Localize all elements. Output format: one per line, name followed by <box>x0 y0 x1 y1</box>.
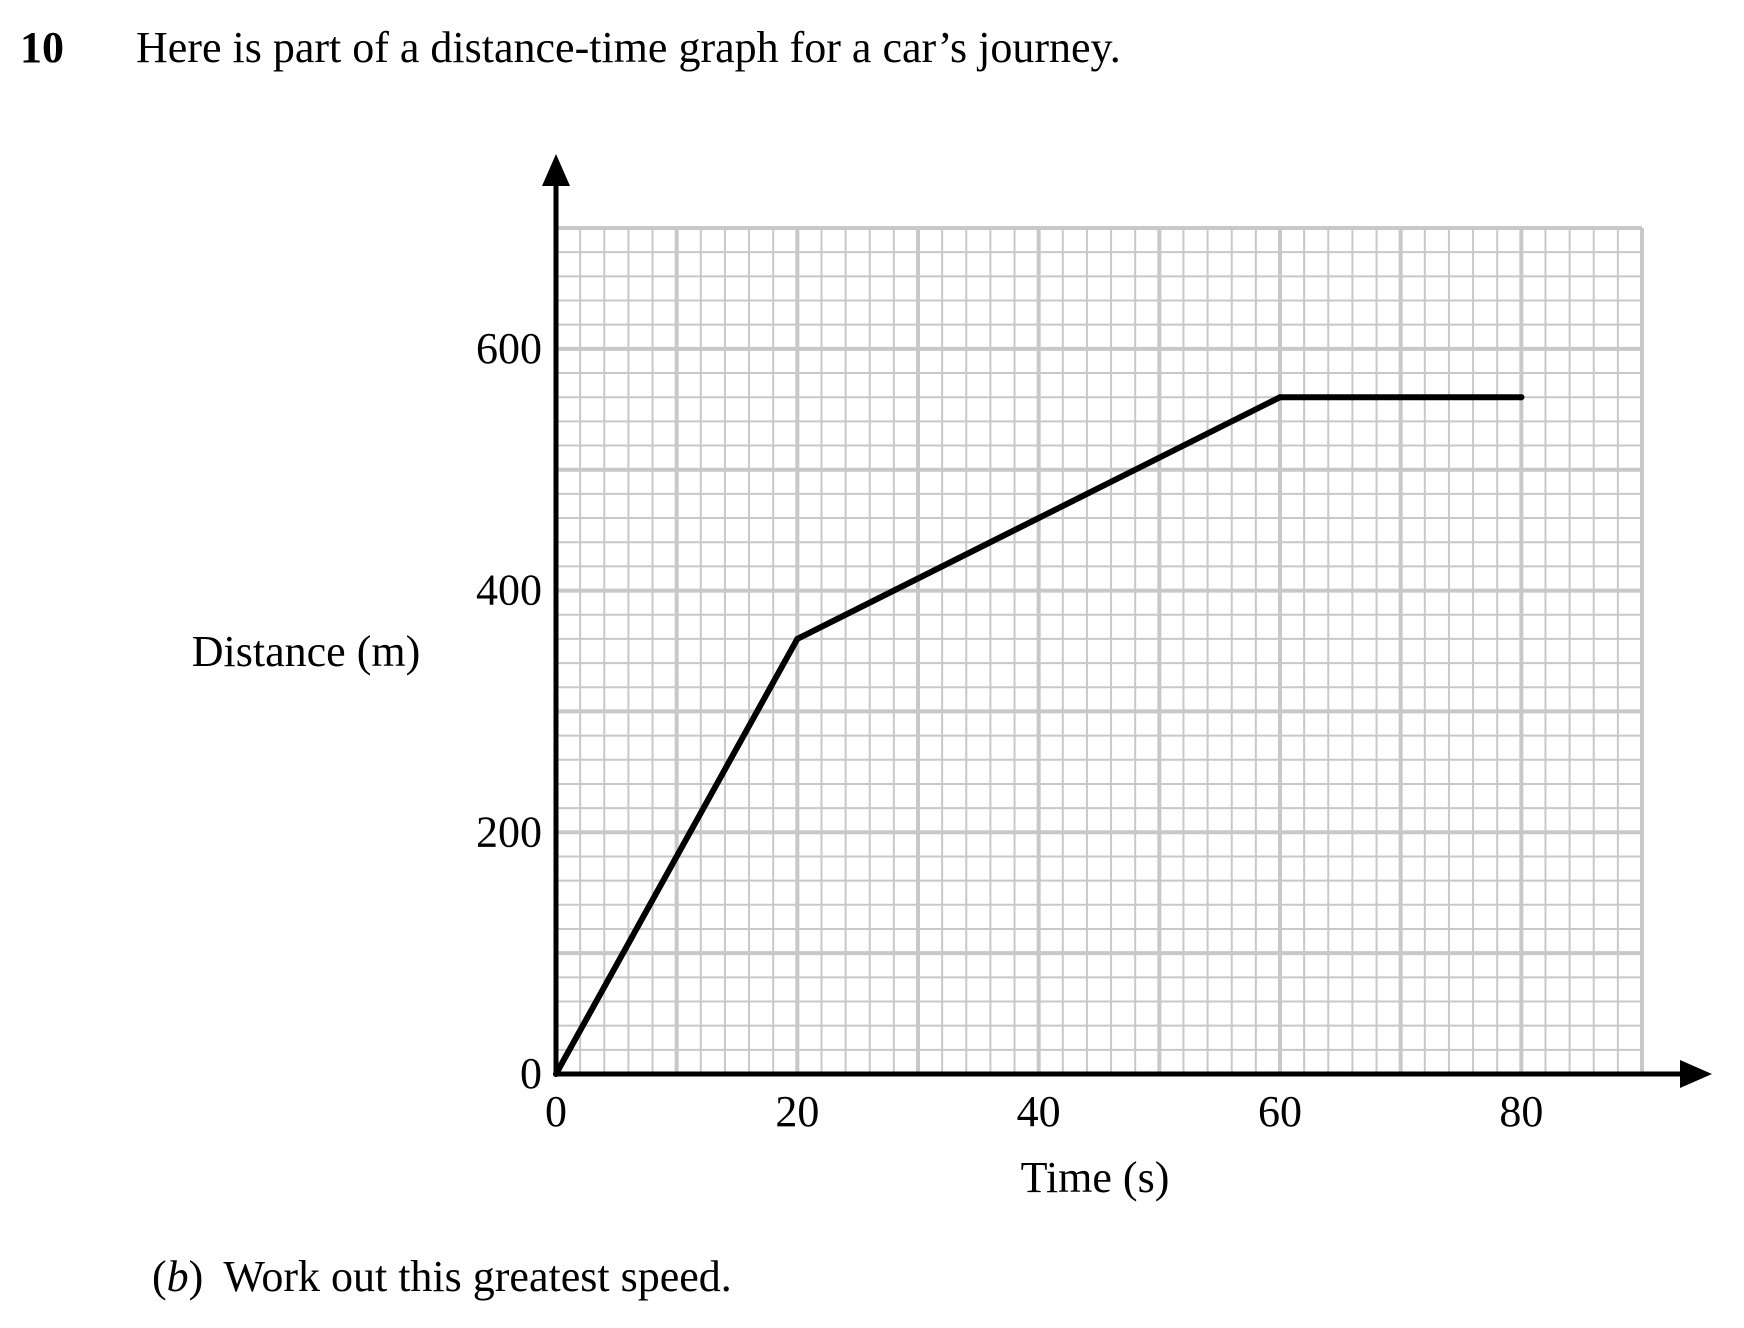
y-axis-arrowhead <box>542 154 570 186</box>
question-number: 10 <box>20 23 64 72</box>
x-axis-label: Time (s) <box>1021 1153 1170 1202</box>
data-point <box>553 1071 559 1077</box>
part-label: (b) <box>152 1252 204 1301</box>
part-b-text: Work out this greatest speed. <box>223 1252 732 1301</box>
x-tick-label: 40 <box>1017 1087 1061 1136</box>
tick-labels: 0 20 40 60 80 0 200 400 600 <box>476 324 1543 1136</box>
y-axis-label: Distance (m) <box>192 627 420 676</box>
y-tick-label: 600 <box>476 324 542 373</box>
x-tick-label: 60 <box>1258 1087 1302 1136</box>
data-point <box>1518 394 1525 401</box>
y-tick-label: 200 <box>476 807 542 856</box>
axes <box>542 154 1712 1088</box>
grid-major <box>554 226 1644 1076</box>
y-tick-label: 400 <box>476 566 542 615</box>
x-tick-label: 20 <box>775 1087 819 1136</box>
x-tick-label: 0 <box>545 1087 567 1136</box>
x-axis-arrowhead <box>1680 1060 1712 1088</box>
y-tick-label: 0 <box>520 1049 542 1098</box>
distance-time-chart: 0 20 40 60 80 0 200 400 600 Time (s) Distance (m… <box>192 154 1712 1202</box>
x-tick-label: 80 <box>1499 1087 1543 1136</box>
data-point <box>1277 394 1283 401</box>
question-part-b: (b) Work out this greatest speed. <box>152 1255 732 1299</box>
question-text: Here is part of a distance-time graph fo… <box>136 23 1121 72</box>
data-point <box>794 635 801 642</box>
series-line <box>553 394 1525 1077</box>
series-layer <box>553 394 1525 1077</box>
grid-minor <box>556 228 1642 1074</box>
